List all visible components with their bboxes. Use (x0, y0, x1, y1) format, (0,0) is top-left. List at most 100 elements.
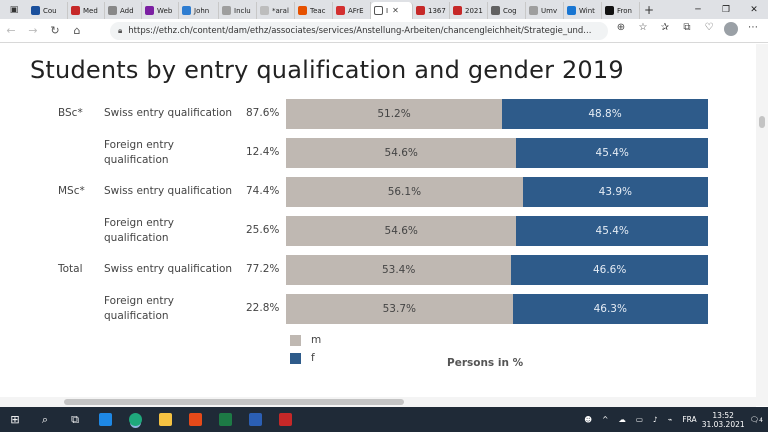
browser-tab[interactable]: Wint (564, 2, 602, 19)
tab-favicon-icon (222, 6, 231, 15)
stacked-bar: 51.2% 48.8% (286, 99, 708, 129)
more-menu-icon[interactable]: ⋯ (748, 22, 758, 33)
bar-segment-m: 51.2% (286, 99, 503, 129)
tab-label: Umv (541, 6, 558, 15)
system-tray: ☻ ^ ☁ ▭ ♪ ⌁ FRA 13:52 31.03.2021 🗨︎4 (579, 411, 768, 429)
chart-title: Students by entry qualification and gend… (30, 56, 624, 84)
extensions-icon[interactable]: ♡ (704, 22, 714, 33)
clock[interactable]: 13:52 31.03.2021 (702, 411, 745, 429)
profile-avatar[interactable] (720, 22, 742, 39)
favorites-icon[interactable]: ✰ (660, 22, 670, 33)
legend-item: f (290, 352, 315, 364)
close-window-icon[interactable]: ✕ (750, 4, 758, 15)
office-app-icon[interactable] (180, 407, 210, 432)
tab-favicon-icon (605, 6, 614, 15)
task-view-icon[interactable]: ⧉ (71, 412, 79, 426)
lock-icon[interactable]: 🔒︎ (118, 26, 123, 35)
tab-favicon-icon (491, 6, 500, 15)
legend-label: m (311, 334, 322, 346)
browser-tab[interactable]: 1367 (413, 2, 450, 19)
excel-app-icon[interactable] (210, 407, 240, 432)
file-explorer-icon[interactable] (150, 407, 180, 432)
browser-tab[interactable]: Teac (295, 2, 333, 19)
browser-tab[interactable]: Inclu (219, 2, 257, 19)
edge-app-icon[interactable] (120, 407, 150, 432)
bar-segment-f: 45.4% (516, 138, 708, 168)
tab-label: Web (157, 6, 173, 15)
browser-tab[interactable]: AFrE (333, 2, 371, 19)
row-label: Foreign entry qualification (104, 295, 174, 322)
battery-icon[interactable]: ▭ (635, 415, 644, 424)
word-app-icon[interactable] (240, 407, 270, 432)
tab-list: Cou Med Add Web John Inclu *aral Teac AFrE I ✕ 1367… (28, 0, 640, 19)
chevron-up-icon[interactable]: ^ (602, 415, 609, 424)
row-label: Swiss entry qualification (104, 263, 233, 275)
legend-swatch (290, 334, 301, 346)
row-label: Swiss entry qualification (104, 185, 233, 197)
notification-count: 4 (759, 417, 763, 424)
tab-actions-icon[interactable]: ▣ (9, 4, 19, 15)
browser-tab[interactable]: *aral (257, 2, 295, 19)
new-tab-button[interactable]: + (643, 2, 655, 17)
browser-tab[interactable]: 2021 (450, 2, 488, 19)
pdf-app-icon[interactable] (270, 407, 300, 432)
people-icon[interactable]: ☻ (584, 415, 593, 424)
tab-label: *aral (272, 6, 289, 15)
browser-tab[interactable]: Add (105, 2, 142, 19)
pdf-page: Students by entry qualification and gend… (0, 44, 756, 406)
browser-tab[interactable]: Umv (526, 2, 564, 19)
bar-segment-f: 48.8% (502, 99, 708, 129)
browser-tab[interactable]: Med (68, 2, 105, 19)
stacked-bar: 53.7% 46.3% (286, 294, 708, 324)
vertical-scroll-thumb[interactable] (759, 116, 765, 128)
forward-icon[interactable]: → (28, 24, 38, 37)
tab-label: Teac (310, 6, 326, 15)
close-tab-icon[interactable]: ✕ (392, 6, 399, 15)
bar-segment-m: 53.4% (286, 255, 512, 285)
zoom-icon[interactable]: ⊕ (616, 22, 626, 33)
clock-date: 31.03.2021 (701, 419, 745, 429)
address-bar[interactable]: 🔒︎ https://ethz.ch/content/dam/ethz/asso… (110, 22, 608, 40)
tab-favicon-icon (260, 6, 269, 15)
volume-icon[interactable]: ♪ (653, 415, 658, 424)
navigation-bar: ← → ↻ ⌂ 🔒︎ https://ethz.ch/content/dam/e… (0, 19, 768, 43)
browser-tab[interactable]: Web (142, 2, 179, 19)
restore-icon[interactable]: ❐ (721, 4, 731, 15)
tab-label: Add (120, 6, 134, 15)
tab-favicon-icon (336, 6, 345, 15)
tab-label: AFrE (348, 6, 364, 15)
horizontal-scroll-thumb[interactable] (64, 399, 404, 405)
legend-swatch (290, 352, 301, 364)
minimize-icon[interactable]: ─ (695, 4, 701, 15)
cloud-icon[interactable]: ☁ (618, 415, 626, 424)
group-label: MSc* (58, 185, 85, 197)
horizontal-scrollbar[interactable] (0, 397, 756, 407)
home-icon[interactable]: ⌂ (73, 24, 81, 37)
refresh-icon[interactable]: ↻ (50, 24, 60, 37)
tab-label: I (386, 6, 389, 15)
row-share: 12.4% (246, 146, 280, 158)
tab-favicon-icon (145, 6, 154, 15)
language-indicator[interactable]: FRA (682, 415, 697, 424)
search-icon[interactable]: ⌕ (41, 412, 49, 426)
network-icon[interactable]: ⌁ (667, 415, 673, 424)
browser-tab[interactable]: Cou (28, 2, 68, 19)
toolbar-icons: ⊕ ☆ ✰ ⧉ ♡ ⋯ (610, 22, 764, 39)
browser-tab[interactable]: John (179, 2, 219, 19)
tab-label: Cog (503, 6, 517, 15)
bar-segment-f: 45.4% (516, 216, 708, 246)
collections-icon[interactable]: ⧉ (683, 22, 691, 33)
back-icon[interactable]: ← (6, 24, 16, 37)
windows-start-icon[interactable]: ⊞ (10, 413, 20, 426)
browser-tab[interactable]: Cog (488, 2, 526, 19)
bar-segment-m: 53.7% (286, 294, 513, 324)
notifications-icon[interactable]: 🗨︎4 (749, 415, 763, 424)
favorite-icon[interactable]: ☆ (638, 22, 648, 33)
legend-label: f (311, 352, 315, 364)
browser-tab[interactable]: I ✕ (371, 2, 413, 19)
mail-app-icon[interactable] (90, 407, 120, 432)
tab-favicon-icon (71, 6, 80, 15)
browser-tab[interactable]: Fron (602, 2, 640, 19)
vertical-scrollbar[interactable] (756, 44, 768, 406)
row-share: 22.8% (246, 302, 280, 314)
